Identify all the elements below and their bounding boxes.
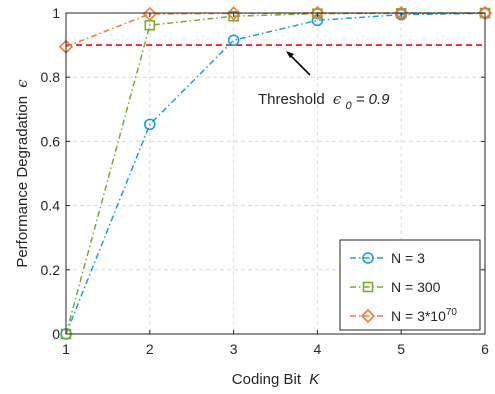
annotation-arrowhead xyxy=(286,51,294,58)
data-point-diamond xyxy=(310,5,325,21)
legend-marker xyxy=(362,281,374,293)
y-tick-label: 0.8 xyxy=(41,69,61,85)
legend-marker xyxy=(362,252,374,264)
threshold-label-value: = 0.9 xyxy=(356,91,390,108)
legend-item: N = 3*1070 xyxy=(350,307,457,324)
legend-item: N = 3 xyxy=(350,250,425,266)
x-axis-label-text: Coding Bit xyxy=(232,371,302,388)
x-tick-label: 3 xyxy=(230,341,238,357)
legend-label: N = 3 xyxy=(391,250,425,266)
data-point-diamond xyxy=(142,6,157,22)
x-tick-label: 6 xyxy=(481,341,489,357)
legend-label: N = 300 xyxy=(391,279,441,295)
legend-marker xyxy=(360,308,376,324)
x-axis-label-var: K xyxy=(309,371,320,388)
data-point-diamond xyxy=(394,5,409,21)
plot-frame xyxy=(65,12,486,335)
data-point-circle xyxy=(144,118,156,131)
threshold-label-symbol: ϵ xyxy=(333,90,342,108)
threshold-label: Threshold ϵ 0 = 0.9 xyxy=(258,90,390,113)
y-axis-label: Performance Degradation ϵ xyxy=(13,79,31,268)
legend-label: N = 3*1070 xyxy=(391,307,457,324)
annotation-arrow xyxy=(287,52,311,76)
y-tick-label: 0.4 xyxy=(41,198,61,214)
x-axis-label: Coding Bit K xyxy=(232,371,320,388)
y-tick-label: 0.6 xyxy=(41,133,61,149)
threshold-annotation: Threshold ϵ 0 = 0.9 xyxy=(258,51,390,113)
x-tick-label: 2 xyxy=(146,341,154,357)
ticks: 1 2 3 4 5 6 0 0.2 0.4 0.6 0.8 1 xyxy=(41,5,490,357)
y-tick-label: 0.2 xyxy=(41,262,61,278)
series-line xyxy=(65,12,486,335)
x-tick-label: 1 xyxy=(62,341,70,357)
y-axis-label-text: Performance Degradation xyxy=(14,96,31,268)
y-axis-label-var: ϵ xyxy=(13,79,31,88)
threshold-label-prefix: Threshold xyxy=(258,91,325,108)
x-tick-label: 4 xyxy=(314,341,322,357)
data-point-diamond xyxy=(226,6,241,21)
x-tick-label: 5 xyxy=(397,341,405,357)
y-tick-label: 1 xyxy=(52,5,60,21)
data-point-square xyxy=(228,10,239,22)
legend-items: N = 3 N = 300 N = 3*1070 xyxy=(350,250,457,324)
legend-item: N = 300 xyxy=(350,279,441,295)
threshold-label-sub: 0 xyxy=(345,100,352,112)
y-tick-label: 0 xyxy=(52,326,60,342)
data-point-circle xyxy=(227,34,240,47)
legend: N = 3 N = 300 N = 3*1070 xyxy=(339,239,481,331)
